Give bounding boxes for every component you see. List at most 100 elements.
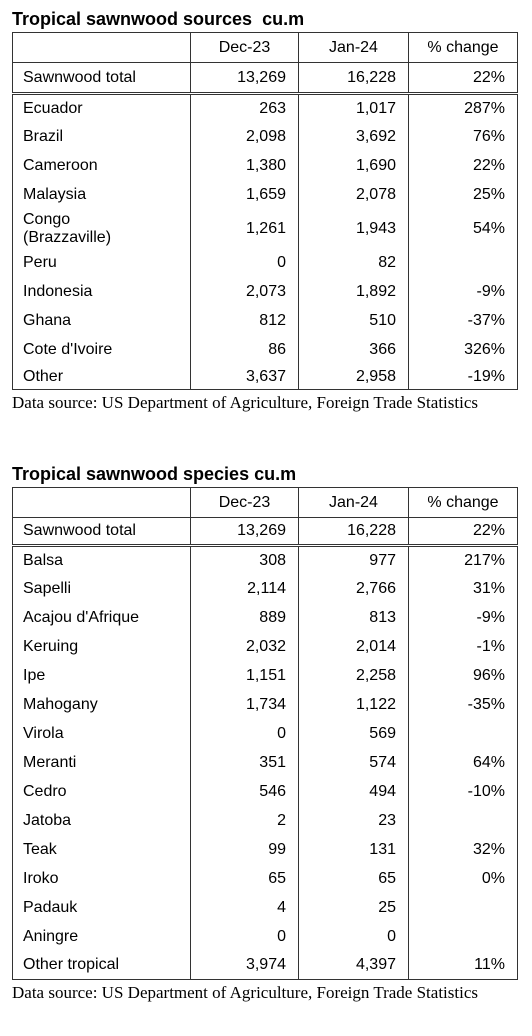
value-cell: 2 — [190, 806, 299, 836]
value-cell: 22% — [408, 151, 518, 181]
data-row: Jatoba 2 23 — [12, 806, 518, 836]
table-title: Tropical sawnwood sources cu.m — [12, 9, 305, 29]
empty-cell — [408, 719, 518, 749]
value-cell: 366 — [298, 335, 409, 365]
value-cell: 31% — [408, 574, 518, 604]
value-cell: 131 — [298, 835, 409, 865]
data-table: Dec-23 Jan-24% change Sawnwood total 13,269… — [12, 487, 518, 980]
label-cell: Peru — [12, 248, 191, 278]
header-cell: Jan-24 — [298, 32, 409, 63]
label-cell: Sawnwood total — [12, 517, 191, 547]
value-cell: 16,228 — [298, 517, 409, 547]
label-cell: Balsa — [12, 545, 191, 575]
value-cell: 96% — [408, 661, 518, 691]
value-cell: 889 — [190, 603, 299, 633]
value-cell: 2,098 — [190, 122, 299, 152]
value-cell: -10% — [408, 777, 518, 807]
empty-cell — [408, 248, 518, 278]
label-cell: Ghana — [12, 306, 191, 336]
header-cell — [12, 487, 191, 518]
label-cell: Brazil — [12, 122, 191, 152]
header-cell: Dec-23 — [190, 487, 299, 518]
value-cell: 494 — [298, 777, 409, 807]
data-row: Teak 99 131 32% — [12, 835, 518, 865]
value-cell: 1,690 — [298, 151, 409, 181]
data-row: Peru 0 82 — [12, 248, 518, 278]
header-cell — [12, 32, 191, 63]
value-cell: 3,974 — [190, 951, 299, 980]
data-row: Cote d'Ivoire 86 366 326% — [12, 335, 518, 365]
data-row: Congo (Brazzaville) 1,261 1,943 54% — [12, 209, 518, 249]
value-cell: 65 — [190, 864, 299, 894]
empty-cell — [408, 893, 518, 923]
value-cell: 2,958 — [298, 364, 409, 390]
data-row: Acajou d'Afrique 889 813 -9% — [12, 603, 518, 633]
header-cell: Jan-24 — [298, 487, 409, 518]
value-cell: 1,017 — [298, 93, 409, 123]
data-row: Virola 0 569 — [12, 719, 518, 749]
label-cell: Sapelli — [12, 574, 191, 604]
value-cell: 4,397 — [298, 951, 409, 980]
value-cell: 25% — [408, 180, 518, 210]
value-cell: 1,659 — [190, 180, 299, 210]
data-row: Balsa 308 977 217% — [12, 545, 518, 575]
data-row: Other 3,637 2,958 -19% — [12, 364, 518, 390]
data-row: Keruing 2,032 2,014 -1% — [12, 632, 518, 662]
value-cell: 65 — [298, 864, 409, 894]
label-cell: Other tropical — [12, 951, 191, 980]
value-cell: 813 — [298, 603, 409, 633]
value-cell: 0 — [298, 922, 409, 952]
value-cell: 16,228 — [298, 62, 409, 95]
value-cell: 82 — [298, 248, 409, 278]
table-section: Tropical sawnwood sources cu.m Dec-23 Jan-… — [12, 6, 518, 413]
label-cell: Congo (Brazzaville) — [12, 209, 191, 249]
empty-cell — [408, 922, 518, 952]
value-cell: 54% — [408, 209, 518, 249]
value-cell: 25 — [298, 893, 409, 923]
data-row: Ghana 812 510 -37% — [12, 306, 518, 336]
value-cell: -19% — [408, 364, 518, 390]
value-cell: 32% — [408, 835, 518, 865]
label-cell: Aningre — [12, 922, 191, 952]
label-cell: Sawnwood total — [12, 62, 191, 95]
value-cell: 2,766 — [298, 574, 409, 604]
value-cell: 3,692 — [298, 122, 409, 152]
data-row: Mahogany 1,734 1,122 -35% — [12, 690, 518, 720]
value-cell: 11% — [408, 951, 518, 980]
value-cell: 1,261 — [190, 209, 299, 249]
value-cell: 1,122 — [298, 690, 409, 720]
label-cell: Indonesia — [12, 277, 191, 307]
value-cell: 351 — [190, 748, 299, 778]
data-row: Indonesia 2,073 1,892 -9% — [12, 277, 518, 307]
value-cell: 287% — [408, 93, 518, 123]
value-cell: 99 — [190, 835, 299, 865]
header-row: Dec-23 Jan-24% change — [12, 487, 518, 518]
label-cell: Padauk — [12, 893, 191, 923]
data-row: Ecuador 263 1,017 287% — [12, 93, 518, 123]
total-row: Sawnwood total 13,269 16,228 22% — [12, 517, 518, 547]
value-cell: 22% — [408, 517, 518, 547]
value-cell: 13,269 — [190, 517, 299, 547]
label-cell: Ecuador — [12, 93, 191, 123]
data-row: Iroko 65 65 0% — [12, 864, 518, 894]
value-cell: -9% — [408, 603, 518, 633]
value-cell: -35% — [408, 690, 518, 720]
value-cell: 2,114 — [190, 574, 299, 604]
data-row: Malaysia 1,659 2,078 25% — [12, 180, 518, 210]
value-cell: 0 — [190, 248, 299, 278]
label-cell: Virola — [12, 719, 191, 749]
data-row: Cameroon 1,380 1,690 22% — [12, 151, 518, 181]
value-cell: 1,734 — [190, 690, 299, 720]
value-cell: 23 — [298, 806, 409, 836]
value-cell: 2,032 — [190, 632, 299, 662]
value-cell: 76% — [408, 122, 518, 152]
label-cell: Cameroon — [12, 151, 191, 181]
data-row: Brazil 2,098 3,692 76% — [12, 122, 518, 152]
value-cell: 510 — [298, 306, 409, 336]
value-cell: -9% — [408, 277, 518, 307]
data-row: Meranti 351 574 64% — [12, 748, 518, 778]
value-cell: 2,073 — [190, 277, 299, 307]
data-row: Padauk 4 25 — [12, 893, 518, 923]
data-row: Ipe 1,151 2,258 96% — [12, 661, 518, 691]
